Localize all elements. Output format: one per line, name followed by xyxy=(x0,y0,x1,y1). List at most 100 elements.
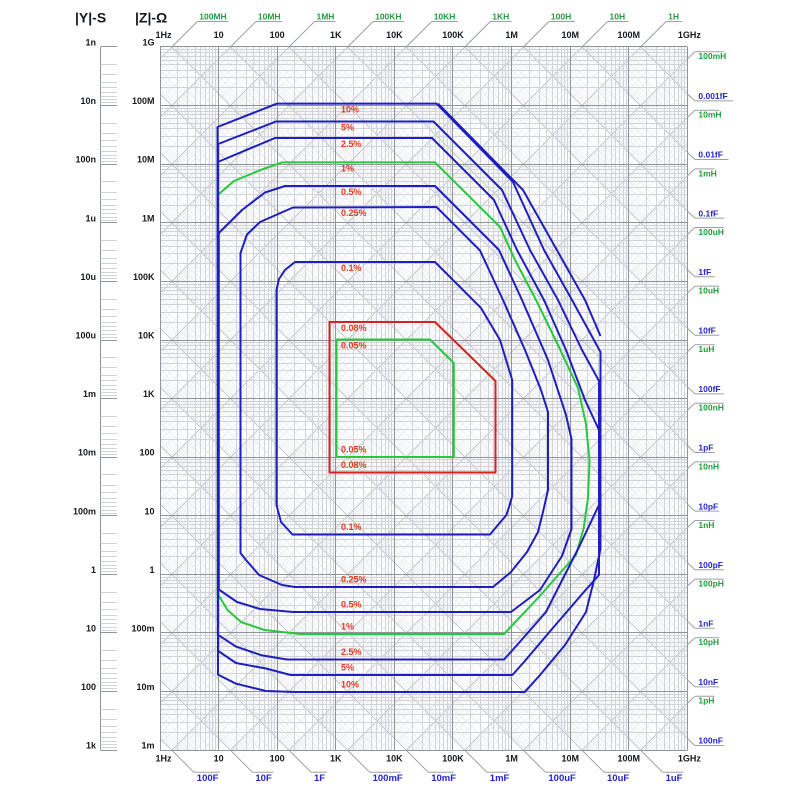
svg-text:1Hz: 1Hz xyxy=(155,754,172,764)
svg-text:1K: 1K xyxy=(143,389,155,399)
svg-text:1M: 1M xyxy=(505,30,518,40)
svg-text:1MH: 1MH xyxy=(317,12,335,22)
svg-text:1M: 1M xyxy=(505,754,518,764)
svg-text:1K: 1K xyxy=(330,30,342,40)
svg-text:100pF: 100pF xyxy=(698,560,723,570)
svg-text:1m: 1m xyxy=(83,389,96,399)
svg-text:1nH: 1nH xyxy=(698,520,714,530)
svg-text:10n: 10n xyxy=(80,96,96,106)
svg-text:10uF: 10uF xyxy=(607,773,629,784)
svg-text:100M: 100M xyxy=(618,754,641,764)
svg-text:0.05%: 0.05% xyxy=(341,341,367,351)
svg-text:100MH: 100MH xyxy=(199,12,226,22)
svg-text:100fF: 100fF xyxy=(698,384,720,394)
svg-text:10mF: 10mF xyxy=(431,773,456,784)
svg-text:1G: 1G xyxy=(142,38,154,48)
svg-text:0.05%: 0.05% xyxy=(341,445,367,455)
svg-text:100mF: 100mF xyxy=(373,773,403,784)
svg-text:1mF: 1mF xyxy=(490,773,510,784)
svg-text:1K: 1K xyxy=(330,754,342,764)
svg-text:1pF: 1pF xyxy=(698,443,713,453)
svg-text:100mH: 100mH xyxy=(698,51,726,61)
svg-text:1M: 1M xyxy=(142,213,155,223)
svg-text:1KH: 1KH xyxy=(492,12,509,22)
svg-text:100m: 100m xyxy=(131,624,154,634)
svg-text:10M: 10M xyxy=(561,754,579,764)
svg-text:100nH: 100nH xyxy=(698,403,724,413)
svg-text:100pH: 100pH xyxy=(698,579,724,589)
svg-text:10nH: 10nH xyxy=(698,461,719,471)
svg-text:1GHz: 1GHz xyxy=(678,754,702,764)
svg-text:10: 10 xyxy=(86,624,96,634)
svg-text:0.1fF: 0.1fF xyxy=(698,208,718,218)
svg-text:100: 100 xyxy=(139,448,154,458)
svg-text:1fF: 1fF xyxy=(698,267,711,277)
svg-text:10nF: 10nF xyxy=(698,677,718,687)
svg-text:1pH: 1pH xyxy=(698,696,714,706)
svg-text:100KH: 100KH xyxy=(375,12,401,22)
svg-text:100m: 100m xyxy=(73,506,96,516)
svg-text:10F: 10F xyxy=(255,773,272,784)
svg-text:1GHz: 1GHz xyxy=(678,30,702,40)
svg-text:10u: 10u xyxy=(80,272,96,282)
svg-text:100K: 100K xyxy=(442,30,464,40)
svg-text:1%: 1% xyxy=(341,622,354,632)
svg-text:0.5%: 0.5% xyxy=(341,600,362,610)
svg-text:100: 100 xyxy=(81,682,96,692)
svg-text:10m: 10m xyxy=(78,448,96,458)
svg-text:10M: 10M xyxy=(137,155,155,165)
svg-text:1u: 1u xyxy=(85,213,96,223)
svg-text:100uH: 100uH xyxy=(698,227,724,237)
svg-text:10pH: 10pH xyxy=(698,637,719,647)
svg-text:100F: 100F xyxy=(197,773,219,784)
svg-text:10M: 10M xyxy=(561,30,579,40)
svg-text:1nF: 1nF xyxy=(698,619,713,629)
svg-text:100: 100 xyxy=(270,754,285,764)
svg-text:2.5%: 2.5% xyxy=(341,139,362,149)
svg-text:10H: 10H xyxy=(610,12,626,22)
svg-text:100u: 100u xyxy=(75,331,96,341)
svg-text:1n: 1n xyxy=(85,38,96,48)
svg-text:2.5%: 2.5% xyxy=(341,647,362,657)
svg-text:1mH: 1mH xyxy=(698,168,716,178)
svg-text:10K: 10K xyxy=(138,331,155,341)
svg-text:10: 10 xyxy=(214,30,224,40)
svg-text:10fF: 10fF xyxy=(698,326,715,336)
svg-text:10mH: 10mH xyxy=(698,110,721,120)
svg-text:1uH: 1uH xyxy=(698,344,714,354)
svg-text:100K: 100K xyxy=(442,754,464,764)
svg-text:0.08%: 0.08% xyxy=(341,323,367,333)
svg-text:10: 10 xyxy=(214,754,224,764)
svg-text:1F: 1F xyxy=(314,773,325,784)
svg-text:100K: 100K xyxy=(133,272,155,282)
svg-text:1: 1 xyxy=(149,565,154,575)
svg-text:100: 100 xyxy=(270,30,285,40)
svg-text:1Hz: 1Hz xyxy=(155,30,172,40)
svg-text:0.5%: 0.5% xyxy=(341,187,362,197)
svg-text:10m: 10m xyxy=(136,682,154,692)
svg-text:5%: 5% xyxy=(341,663,354,673)
svg-text:0.08%: 0.08% xyxy=(341,460,367,470)
svg-text:|Z|-Ω: |Z|-Ω xyxy=(135,10,167,26)
svg-text:10KH: 10KH xyxy=(434,12,456,22)
svg-text:1H: 1H xyxy=(668,12,679,22)
svg-text:1%: 1% xyxy=(341,163,354,173)
svg-text:10pF: 10pF xyxy=(698,501,718,511)
svg-text:1k: 1k xyxy=(86,741,97,751)
svg-text:0.01fF: 0.01fF xyxy=(698,150,723,160)
svg-text:100uF: 100uF xyxy=(548,773,576,784)
svg-text:100M: 100M xyxy=(618,30,641,40)
svg-text:1: 1 xyxy=(91,565,96,575)
svg-text:100M: 100M xyxy=(132,96,155,106)
svg-text:100n: 100n xyxy=(75,155,96,165)
svg-text:10%: 10% xyxy=(341,680,359,690)
svg-text:100H: 100H xyxy=(551,12,571,22)
svg-text:0.1%: 0.1% xyxy=(341,263,362,273)
svg-text:0.25%: 0.25% xyxy=(341,575,367,585)
svg-text:10K: 10K xyxy=(386,754,403,764)
svg-text:0.1%: 0.1% xyxy=(341,522,362,532)
svg-text:10MH: 10MH xyxy=(258,12,281,22)
svg-text:0.001fF: 0.001fF xyxy=(698,91,727,101)
svg-text:1uF: 1uF xyxy=(666,773,683,784)
svg-text:10uH: 10uH xyxy=(698,286,719,296)
